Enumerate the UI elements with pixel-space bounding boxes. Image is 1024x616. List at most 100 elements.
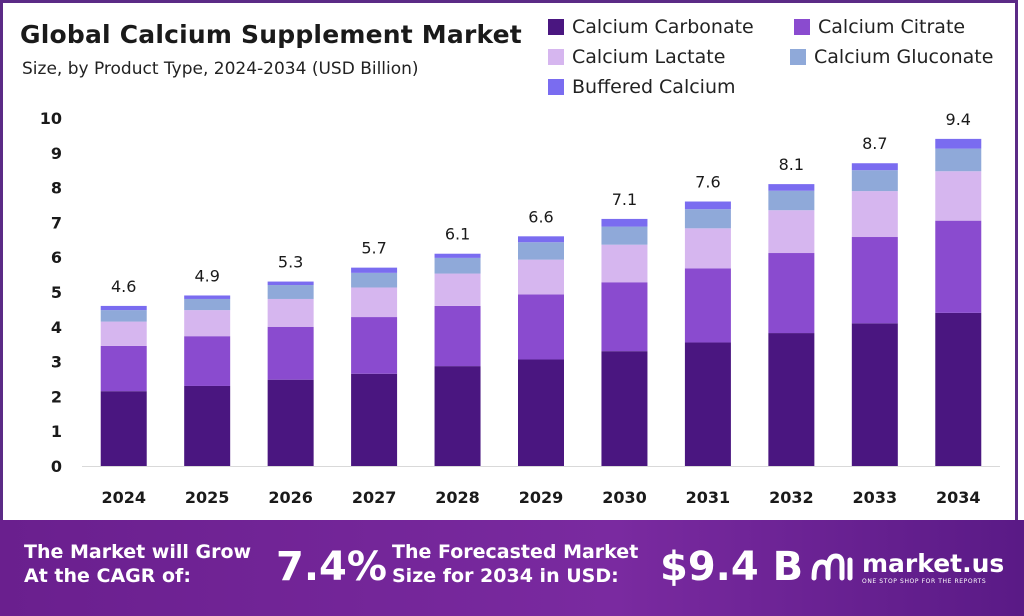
brand-logo-block[interactable]: market.us ONE STOP SHOP FOR THE REPORTS	[808, 548, 1004, 588]
bar-segment-calcium-lactate	[267, 298, 314, 327]
bar-total-label: 5.7	[361, 239, 386, 258]
legend-swatch	[548, 49, 564, 65]
legend-label: Calcium Citrate	[818, 16, 966, 38]
bar-segment-calcium-citrate	[518, 294, 564, 360]
bar-segment-calcium-lactate	[434, 273, 481, 306]
bar-segment-calcium-gluconate	[935, 148, 982, 172]
x-tick-label: 2024	[101, 488, 146, 507]
bar-segment-calcium-carbonate	[601, 351, 648, 466]
chart-subtitle: Size, by Product Type, 2024-2034 (USD Bi…	[22, 59, 419, 79]
legend-item-calcium-lactate: Calcium Lactate	[548, 46, 725, 68]
bar-segment-calcium-gluconate	[851, 170, 898, 192]
bar-total-label: 6.1	[445, 225, 470, 244]
y-tick-label: 2	[51, 387, 62, 406]
bar-total-label: 7.6	[695, 173, 720, 192]
y-tick-label: 1	[51, 422, 62, 441]
bar-segment-calcium-gluconate	[434, 257, 481, 274]
x-tick-label: 2032	[769, 488, 814, 507]
bar-segment-calcium-gluconate	[267, 285, 314, 299]
legend-swatch	[548, 79, 564, 95]
bar-segment-calcium-citrate	[601, 282, 648, 352]
x-tick-label: 2029	[519, 488, 564, 507]
bar-segment-calcium-carbonate	[267, 379, 314, 466]
x-tick-label: 2026	[268, 488, 313, 507]
bar-segment-calcium-gluconate	[601, 226, 648, 245]
bar-total-label: 4.6	[111, 277, 136, 296]
bar-segment-calcium-carbonate	[851, 323, 898, 466]
bar-segment-calcium-gluconate	[184, 298, 231, 311]
bar-segment-calcium-lactate	[518, 259, 564, 295]
bar-total-label: 4.9	[194, 266, 219, 285]
bar-segment-calcium-citrate	[684, 268, 731, 343]
y-tick-label: 6	[51, 248, 62, 267]
y-tick-label: 9	[51, 144, 62, 163]
x-tick-label: 2033	[853, 488, 898, 507]
bar-segment-buffered-calcium	[684, 201, 731, 210]
chart-title: Global Calcium Supplement Market	[20, 20, 522, 49]
bar-segment-buffered-calcium	[768, 184, 815, 191]
legend-item-calcium-carbonate: Calcium Carbonate	[548, 16, 754, 38]
bar-segment-buffered-calcium	[267, 281, 314, 286]
bar-segment-calcium-gluconate	[768, 190, 815, 211]
bar-segment-calcium-gluconate	[100, 310, 147, 322]
chart-frame	[0, 0, 1018, 520]
cagr-label: The Market will Grow At the CAGR of:	[24, 541, 252, 587]
bar-segment-buffered-calcium	[601, 218, 648, 227]
legend-item-calcium-gluconate: Calcium Gluconate	[790, 46, 993, 68]
bar-chart: 0 1 2 3 4 5 6 7 8 9 10 4.6 2024 4.9 2025 5.3 2026 5.7 2027…	[40, 109, 1000, 507]
bar-segment-buffered-calcium	[351, 267, 398, 273]
bar-segment-calcium-lactate	[601, 244, 648, 283]
y-tick-label: 10	[40, 109, 62, 128]
brand-name: market.us	[862, 549, 1005, 578]
legend-item-buffered-calcium: Buffered Calcium	[548, 76, 736, 98]
x-tick-label: 2025	[185, 488, 230, 507]
bar-segment-calcium-lactate	[100, 321, 147, 346]
bar-segment-calcium-gluconate	[684, 209, 731, 229]
legend-swatch	[790, 49, 806, 65]
bar-segment-buffered-calcium	[184, 295, 231, 299]
legend-label: Calcium Carbonate	[572, 16, 754, 38]
bar-segment-calcium-lactate	[768, 210, 815, 254]
y-tick-label: 0	[51, 457, 62, 476]
y-tick-label: 4	[51, 318, 62, 337]
bar-segment-calcium-citrate	[184, 336, 231, 386]
bar-segment-calcium-citrate	[100, 345, 147, 392]
x-tick-label: 2030	[602, 488, 647, 507]
legend-item-calcium-citrate: Calcium Citrate	[794, 16, 965, 38]
cagr-value: 7.4%	[276, 544, 387, 590]
bar-segment-calcium-citrate	[267, 326, 314, 380]
bar-segment-calcium-carbonate	[434, 366, 481, 466]
bar-segment-buffered-calcium	[935, 138, 982, 149]
footer-banner: The Market will Grow At the CAGR of: 7.4…	[0, 520, 1024, 616]
forecast-label: The Forecasted Market Size for 2034 in U…	[392, 541, 639, 587]
bar-segment-buffered-calcium	[434, 253, 481, 258]
bar-segment-calcium-lactate	[851, 191, 898, 238]
bar-segment-calcium-lactate	[935, 171, 982, 221]
bar-segment-calcium-lactate	[684, 228, 731, 269]
bar-segment-calcium-citrate	[434, 305, 481, 367]
bar-total-label: 7.1	[612, 190, 637, 209]
legend-label: Buffered Calcium	[572, 76, 736, 98]
x-tick-label: 2034	[936, 488, 981, 507]
bar-total-label: 5.3	[278, 253, 303, 272]
bar-segment-calcium-gluconate	[518, 242, 564, 260]
y-tick-label: 3	[51, 353, 62, 372]
legend-label: Calcium Gluconate	[814, 46, 994, 68]
market-us-logo-icon	[811, 553, 853, 581]
bar-segment-calcium-carbonate	[100, 391, 147, 466]
bar-segment-calcium-lactate	[184, 310, 231, 337]
bar-segment-calcium-carbonate	[184, 385, 231, 466]
y-tick-label: 7	[51, 213, 62, 232]
y-tick-label: 8	[51, 179, 62, 198]
bar-segment-calcium-carbonate	[935, 312, 982, 466]
bar-total-label: 8.7	[862, 134, 887, 153]
bar-segment-calcium-citrate	[851, 237, 898, 324]
bar-segment-calcium-citrate	[935, 220, 982, 313]
bar-segment-calcium-gluconate	[351, 272, 398, 288]
bar-segment-calcium-citrate	[768, 253, 815, 334]
bar-total-label: 8.1	[779, 155, 804, 174]
bar-segment-buffered-calcium	[100, 305, 147, 311]
bar-segment-calcium-carbonate	[684, 342, 731, 466]
legend-swatch	[794, 19, 810, 35]
bar-total-label: 6.6	[528, 207, 553, 226]
